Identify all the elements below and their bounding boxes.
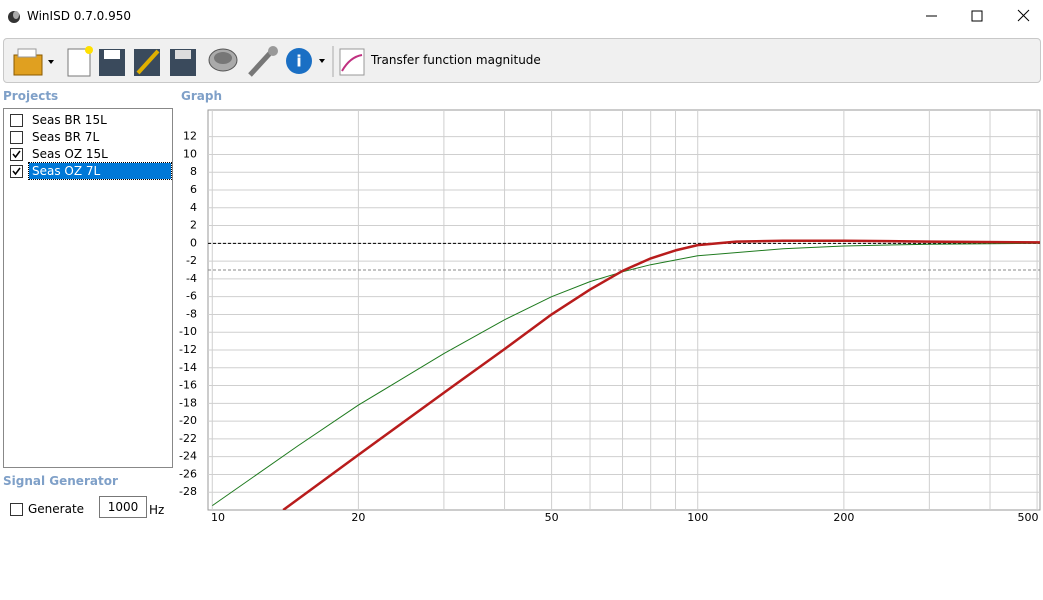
project-item[interactable]: Seas BR 7L: [10, 129, 102, 145]
frequency-input[interactable]: 1000: [99, 496, 147, 518]
project-checkbox[interactable]: [10, 131, 23, 144]
title-bar: WinISD 0.7.0.950: [0, 0, 1043, 32]
y-tick-label: 2: [190, 219, 197, 232]
x-tick-label: 500: [1018, 511, 1039, 524]
toolbar: i Transfer function magnitude: [3, 38, 1041, 83]
y-tick-label: -22: [179, 432, 197, 445]
project-checkbox[interactable]: [10, 165, 23, 178]
x-tick-label: 20: [351, 511, 365, 524]
save-button[interactable]: [99, 49, 125, 76]
y-tick-label: -24: [179, 450, 197, 463]
project-label: Seas OZ 7L: [28, 162, 172, 180]
y-tick-label: -4: [186, 272, 197, 285]
tools-button[interactable]: [248, 46, 278, 77]
project-list: Seas BR 15L Seas BR 7L Seas OZ 15L Seas OZ …: [3, 108, 173, 468]
generate-checkbox[interactable]: Generate: [10, 502, 84, 516]
toolbar-icons: i: [13, 46, 365, 77]
project-label: Seas OZ 15L: [32, 147, 108, 161]
window-controls: [926, 9, 1030, 22]
app-icon: [8, 11, 20, 23]
y-tick-label: 8: [190, 165, 197, 178]
y-tick-label: -28: [179, 485, 197, 498]
svg-text:i: i: [296, 52, 301, 71]
y-tick-label: -14: [179, 361, 197, 374]
y-tick-label: -26: [179, 467, 197, 480]
graph-type-label: Transfer function magnitude: [371, 53, 541, 67]
y-tick-label: -6: [186, 290, 197, 303]
y-tick-label: -16: [179, 379, 197, 392]
info-button[interactable]: i: [286, 48, 325, 74]
save-all-button[interactable]: [170, 49, 196, 76]
y-tick-label: 6: [190, 183, 197, 196]
window-title: WinISD 0.7.0.950: [27, 9, 132, 23]
driver-button[interactable]: [208, 48, 238, 72]
frequency-unit: Hz: [149, 503, 165, 517]
save-as-button[interactable]: [134, 49, 160, 76]
project-item[interactable]: Seas OZ 7L: [10, 162, 172, 180]
y-tick-label: 4: [190, 201, 197, 214]
y-tick-label: 10: [183, 147, 197, 160]
maximize[interactable]: [971, 10, 983, 22]
y-tick-label: -10: [179, 325, 197, 338]
response-curve: [212, 242, 1040, 507]
graph-type-button[interactable]: [339, 48, 365, 76]
project-label: Seas BR 7L: [32, 130, 100, 144]
y-tick-label: 0: [190, 236, 197, 249]
project-label: Seas BR 15L: [32, 113, 107, 127]
y-tick-label: -20: [179, 414, 197, 427]
new-button[interactable]: [67, 46, 93, 77]
check-mark: [12, 167, 21, 176]
y-tick-label: -2: [186, 254, 197, 267]
x-tick-label: 200: [833, 511, 854, 524]
y-tick-label: 12: [183, 130, 197, 143]
x-tick-label: 100: [687, 511, 708, 524]
x-tick-label: 10: [211, 511, 225, 524]
graph-header: Graph: [181, 89, 222, 103]
open-button[interactable]: [13, 48, 54, 76]
generate-label: Generate: [28, 502, 85, 516]
check-mark: [12, 150, 21, 159]
y-tick-label: -12: [179, 343, 197, 356]
y-tick-label: -8: [186, 307, 197, 320]
close[interactable]: [1017, 9, 1030, 22]
chart: -28-26-24-22-20-18-16-14-12-10-8-6-4-202…: [179, 109, 1041, 524]
response-curve: [282, 239, 1040, 510]
x-tick-label: 50: [545, 511, 559, 524]
project-item[interactable]: Seas BR 15L: [10, 112, 110, 128]
project-checkbox[interactable]: [10, 114, 23, 127]
y-tick-label: -18: [179, 396, 197, 409]
plot-area: [207, 109, 1041, 511]
project-item[interactable]: Seas OZ 15L: [10, 146, 111, 162]
frequency-value: 1000: [107, 500, 139, 514]
projects-header: Projects: [3, 89, 59, 103]
project-checkbox[interactable]: [10, 148, 23, 161]
signal-generator-header: Signal Generator: [3, 474, 118, 488]
